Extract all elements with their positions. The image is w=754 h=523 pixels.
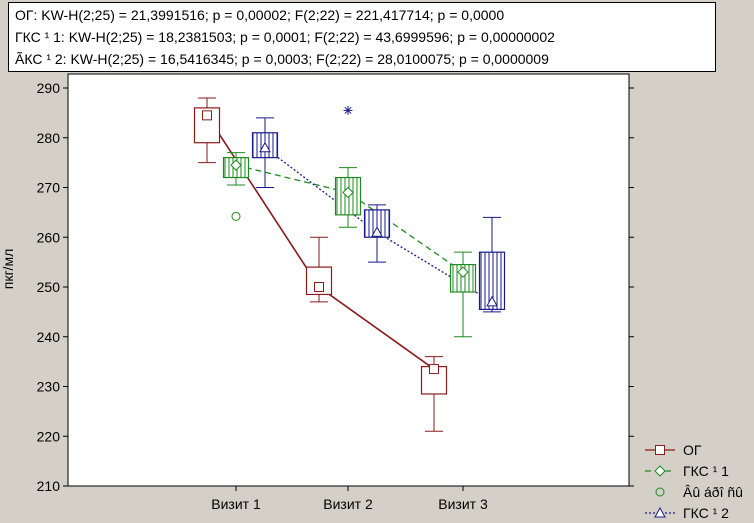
y-tick-label: 290: [37, 80, 61, 96]
legend-label: Âû áðî ñû: [683, 484, 743, 500]
median-marker: [429, 364, 439, 375]
legend-marker: [654, 465, 666, 477]
box-0-2: [420, 356, 448, 432]
box-0-0: [193, 97, 221, 164]
box-2-2: [478, 216, 506, 313]
y-tick-label: 240: [37, 329, 61, 345]
median-marker: [486, 295, 498, 307]
plot-area: [67, 73, 630, 487]
median-marker: [259, 141, 271, 153]
box-2-0: [251, 117, 279, 188]
y-tick-label: 210: [37, 478, 61, 494]
y-tick-label: 280: [37, 130, 61, 146]
legend-entry: ГКС ¹ 2: [645, 505, 729, 521]
box-1-1: [334, 167, 362, 228]
legend-marker: [654, 506, 666, 518]
stats-line-gks1: ГКС ¹ 1: KW-H(2;25) = 18,2381503; p = 0,…: [15, 29, 555, 45]
y-axis-label: пкг/мл: [0, 249, 16, 290]
median-marker: [371, 226, 383, 237]
y-tick-label: 250: [37, 279, 61, 295]
legend-label: ГКС ¹ 2: [683, 505, 729, 521]
outlier-point: [343, 105, 353, 115]
legend-entry: ОГ: [645, 442, 702, 458]
y-tick-label: 230: [37, 379, 61, 395]
outlier-point: [231, 211, 241, 221]
x-tick-label: Визит 3: [438, 496, 488, 512]
stats-line-og: ОГ: KW-H(2;25) = 21,3991516; p = 0,00002…: [15, 7, 505, 23]
box-1-2: [449, 251, 477, 338]
legend-marker: [655, 487, 665, 497]
legend: ОГ ГКС ¹ 1 Âû áðî ñû ГКС ¹ 2: [645, 442, 743, 521]
legend-entry: ГКС ¹ 1: [645, 463, 729, 479]
y-tick-label: 260: [37, 229, 61, 245]
box-body: [251, 132, 279, 159]
y-tick-label: 220: [37, 428, 61, 444]
median-marker: [202, 110, 212, 121]
y-tick-label: 270: [37, 180, 61, 196]
box-1-0: [222, 152, 250, 186]
x-tick-label: Визит 2: [323, 496, 373, 512]
median-marker: [230, 159, 242, 171]
x-tick-label: Визит 1: [211, 496, 261, 512]
box-2-1: [363, 204, 391, 263]
median-marker: [314, 282, 324, 292]
legend-label: ОГ: [683, 442, 702, 458]
median-marker: [457, 266, 469, 278]
box-body: [478, 251, 506, 310]
statistics-box: ОГ: KW-H(2;25) = 21,3991516; p = 0,00002…: [8, 2, 716, 72]
legend-entry: Âû áðî ñû: [655, 484, 743, 500]
legend-marker: [655, 445, 665, 455]
median-marker: [342, 186, 354, 199]
stats-line-gks2: ÃКС ¹ 2: KW-H(2;25) = 16,5416345; p = 0,…: [15, 51, 549, 67]
legend-label: ГКС ¹ 1: [683, 463, 729, 479]
box-0-1: [305, 236, 333, 303]
